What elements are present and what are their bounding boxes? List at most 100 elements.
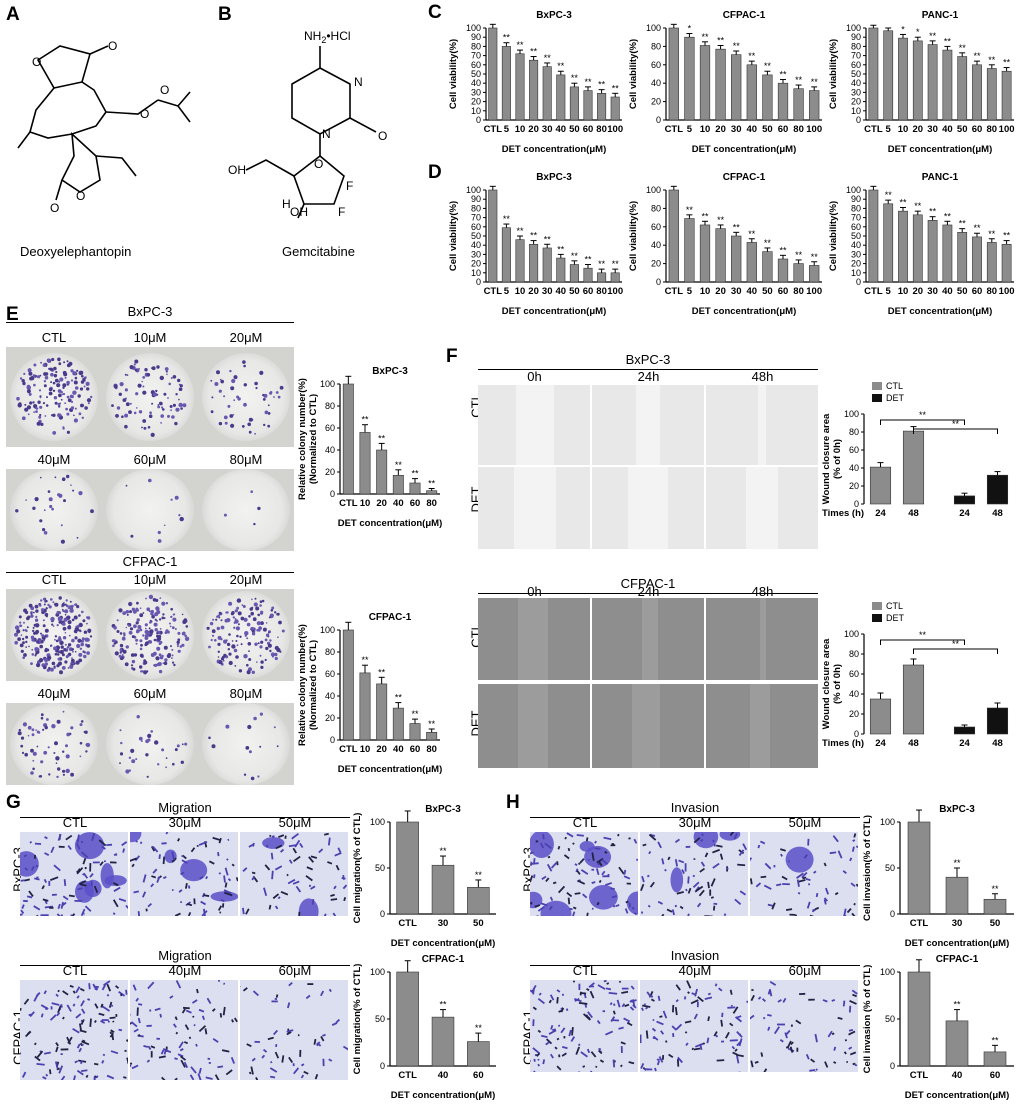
- bar: [699, 224, 711, 283]
- bar: [869, 698, 892, 735]
- x-axis-label: Times (h): [822, 738, 864, 749]
- x-tick-label: 5: [504, 286, 510, 297]
- y-tick-label: 90: [471, 32, 481, 42]
- bar: [731, 235, 742, 283]
- pyrimidine-n1-label: N: [322, 127, 331, 141]
- significance-bracket: [913, 648, 998, 654]
- bar: [809, 90, 820, 121]
- colony-title-bxpc3: BxPC-3: [127, 304, 173, 319]
- cell-stain: [130, 980, 238, 1080]
- significance-mark: **: [378, 667, 386, 677]
- significance-mark: **: [598, 80, 606, 90]
- bar: [426, 732, 438, 741]
- x-tick-label: 30: [542, 124, 553, 135]
- significance-mark: **: [544, 234, 552, 244]
- x-tick-label: 80: [793, 286, 804, 297]
- y-axis-label: Relative colony number(%): [297, 624, 308, 746]
- y-tick-label: 30: [851, 249, 861, 259]
- x-tick-label: 100: [999, 286, 1015, 297]
- pyrimidine-n3-label: N: [354, 75, 363, 89]
- bar: [529, 59, 539, 121]
- legend-label: DET: [886, 613, 905, 623]
- colony-dish-cfpac1-10: [102, 589, 198, 681]
- significance-mark: **: [530, 231, 538, 241]
- x-tick-label: 50: [762, 124, 773, 135]
- x-tick-label: 50: [957, 124, 968, 135]
- invasion2-cond-ctl: CTL: [572, 963, 598, 978]
- colony-dish-bxpc3-ctl: [6, 347, 102, 447]
- significance-mark: **: [764, 238, 772, 248]
- x-tick-label: 80: [987, 124, 998, 135]
- invasion-cond-30: 30μM: [678, 815, 712, 830]
- bar: [542, 66, 552, 121]
- ring-oxygen-label: O: [32, 55, 41, 69]
- y-axis-label: Cell viability(%): [448, 201, 459, 271]
- chart-e-cfpac1: 0 20 40 60 80 100 Relative colony number(%) (No…: [297, 612, 442, 775]
- x-tick-label: 50: [762, 286, 773, 297]
- significance-mark: **: [1003, 231, 1011, 241]
- deoxyelephantopin-structure: O O O O O O: [17, 39, 191, 215]
- significance-mark: *: [916, 27, 920, 37]
- x-tick-label: CTL: [665, 286, 684, 297]
- significance-mark: **: [439, 1000, 447, 1010]
- y-tick-label: 10: [851, 268, 861, 278]
- x-tick-label: 40: [438, 1070, 449, 1081]
- bar: [467, 1041, 490, 1067]
- colony2-cond-10: 10μM: [133, 572, 167, 587]
- bar: [392, 707, 404, 741]
- colony-dish-bxpc3-10: [102, 347, 198, 447]
- significance-mark: **: [779, 70, 787, 80]
- y-tick-label: 100: [320, 379, 335, 389]
- migration-bxpc3-30: [130, 832, 238, 916]
- bar: [868, 189, 879, 283]
- bar: [396, 971, 419, 1067]
- colony-dots: [210, 360, 284, 435]
- y-tick-label: 100: [370, 817, 385, 827]
- bar: [392, 475, 404, 495]
- y-tick-label: 90: [471, 194, 481, 204]
- x-axis-label: DET concentration(μM): [905, 1090, 1010, 1101]
- colony-dish-cfpac1-60: [102, 703, 198, 785]
- x-tick-label: 60: [583, 286, 594, 297]
- fluorine-2-label: F: [338, 205, 345, 219]
- significance-mark: *: [688, 24, 692, 34]
- chart-title: BxPC-3: [536, 172, 572, 183]
- bracket-label: **: [919, 630, 927, 640]
- x-axis-label: DET concentration(μM): [391, 1090, 496, 1101]
- panel-letter-f: F: [446, 346, 458, 367]
- wound-bxpc3-det-24h: [592, 467, 704, 549]
- significance-mark: **: [717, 35, 725, 45]
- migration-title-bottom: Migration: [158, 948, 212, 963]
- significance-mark: **: [612, 83, 620, 93]
- significance-mark: **: [929, 31, 937, 41]
- chart-title: CFPAC-1: [369, 612, 412, 623]
- colony2-cond-20: 20μM: [229, 572, 263, 587]
- bar: [986, 474, 1009, 505]
- y-tick-label: 90: [851, 32, 861, 42]
- x-tick-label: CTL: [864, 286, 883, 297]
- colony-dots: [119, 715, 188, 778]
- y-tick-label: 0: [330, 735, 335, 745]
- x-tick-label: 40: [747, 124, 758, 135]
- x-tick-label: 60: [778, 286, 789, 297]
- y-tick-label: 70: [471, 51, 481, 61]
- significance-mark: **: [779, 245, 787, 255]
- x-tick-label: 30: [952, 918, 963, 929]
- significance-mark: **: [516, 226, 524, 236]
- significance-mark: **: [733, 222, 741, 232]
- y-tick-label: 50: [375, 863, 385, 873]
- colony-dish-cfpac1-ctl: [6, 589, 102, 681]
- bar: [972, 64, 982, 121]
- significance-mark: **: [544, 53, 552, 63]
- y-tick-label: 40: [325, 445, 335, 455]
- significance-mark: **: [701, 211, 709, 221]
- y-tick-label: 40: [325, 691, 335, 701]
- significance-mark: **: [584, 77, 592, 87]
- x-tick-label: 30: [542, 286, 553, 297]
- wound-bxpc3-det-48h: [706, 467, 818, 549]
- bar: [583, 90, 593, 121]
- y-axis-label: Cell viability(%): [828, 39, 839, 109]
- bar: [1001, 243, 1012, 283]
- bar: [556, 74, 566, 121]
- significance-mark: **: [953, 1000, 961, 1010]
